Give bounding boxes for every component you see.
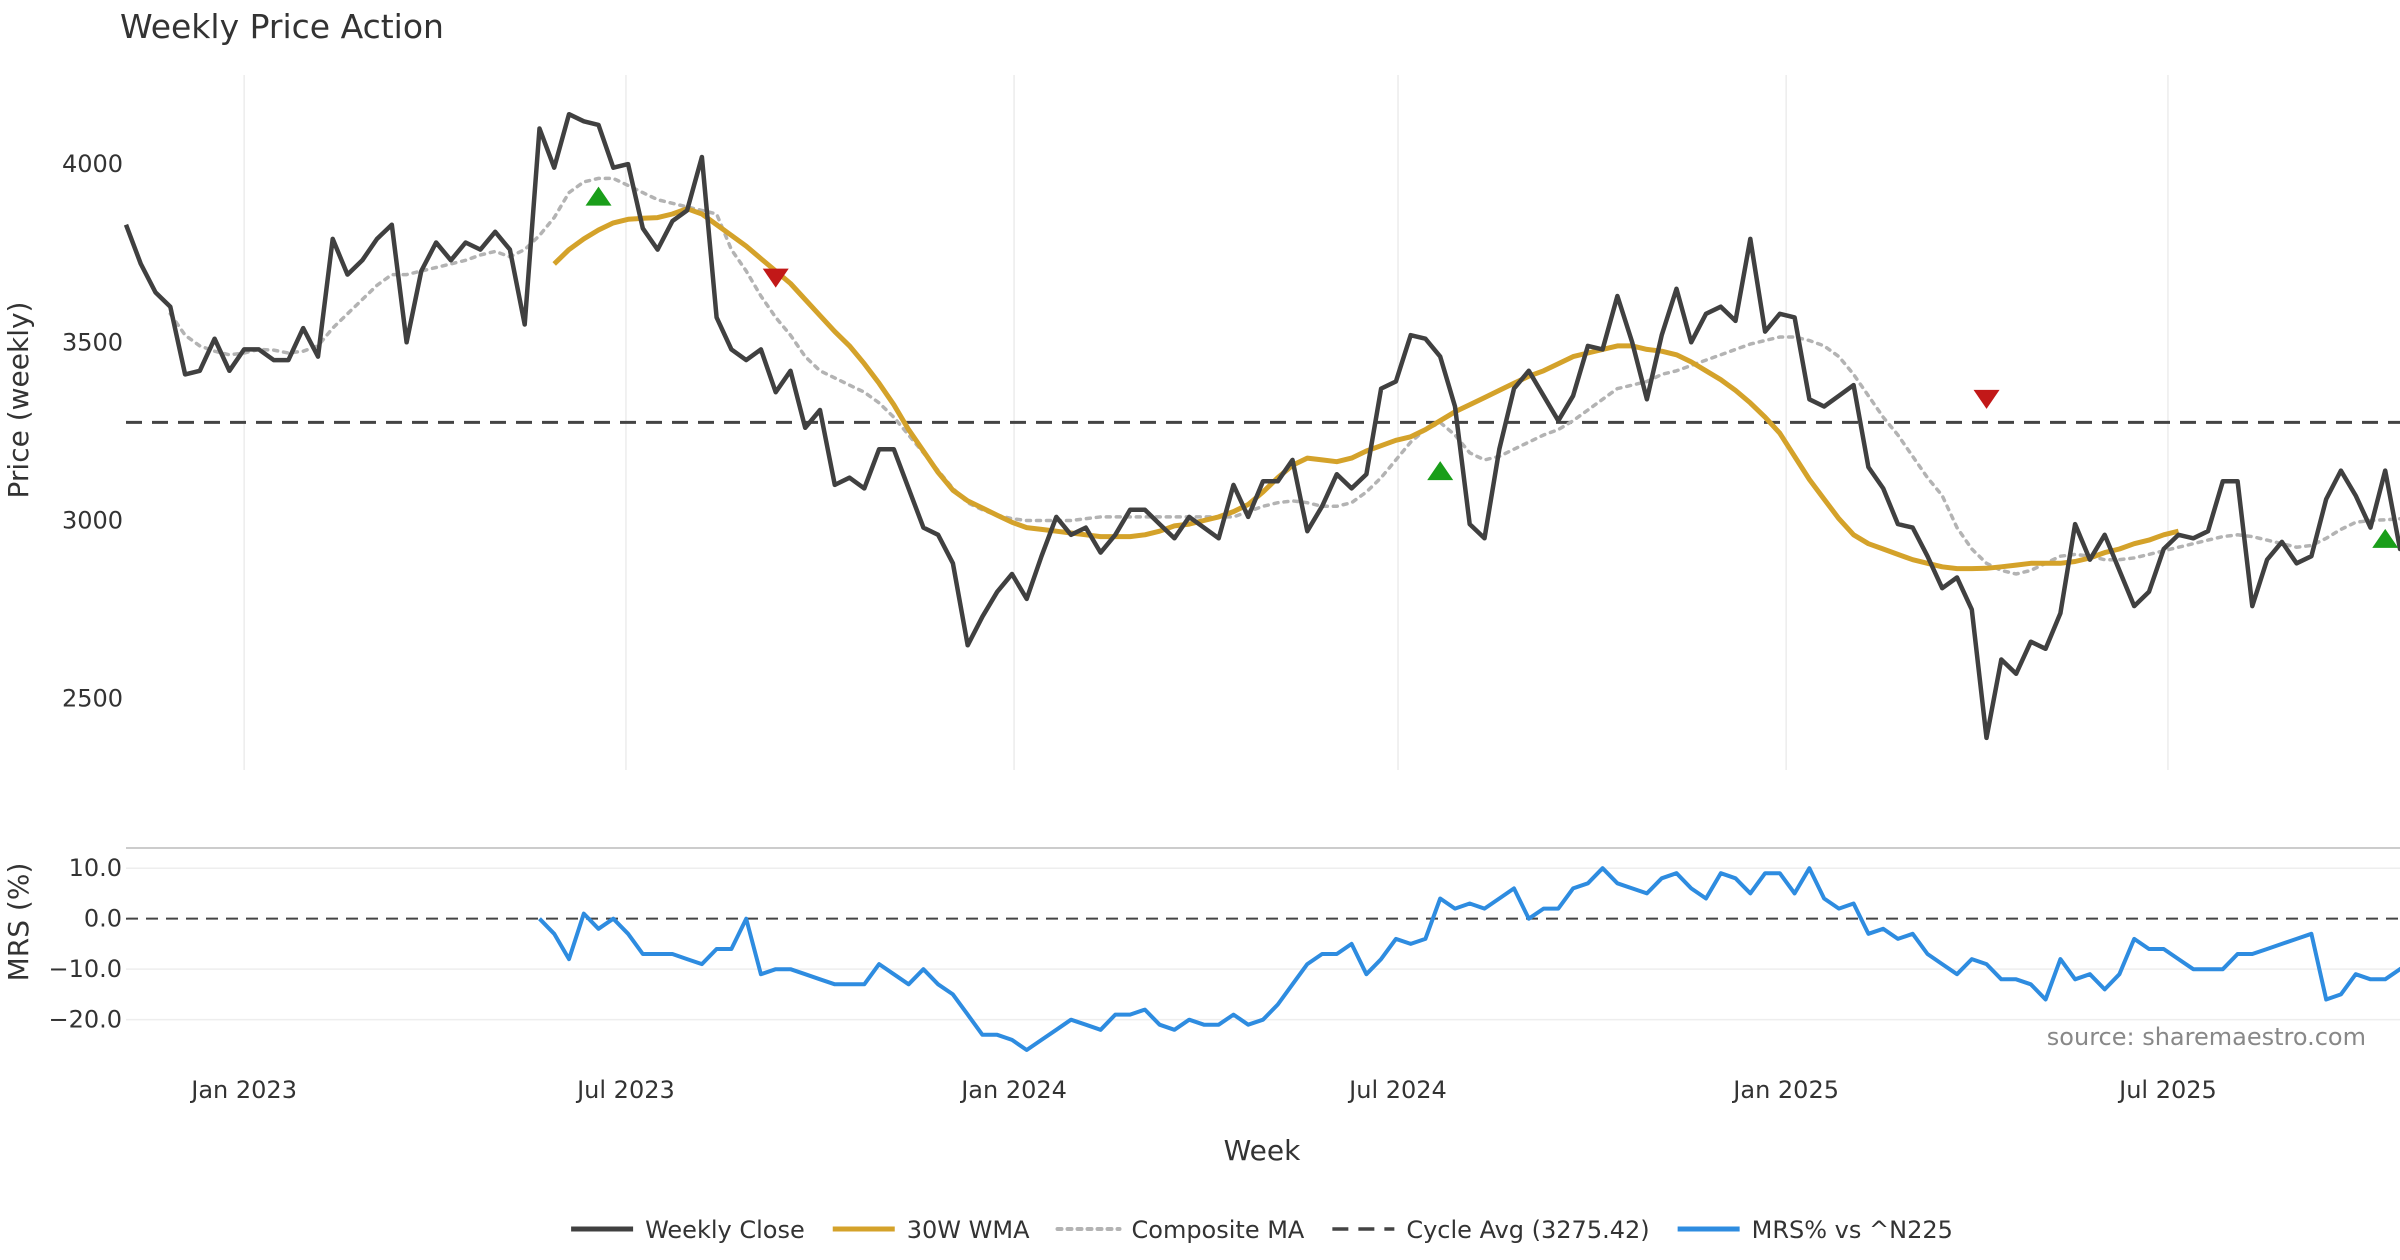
signal-markers [585, 186, 2399, 548]
x-tick-label: Jan 2024 [959, 1076, 1067, 1104]
price-y-tick-label: 4000 [62, 150, 123, 178]
buy-signal-marker [2372, 528, 2399, 548]
legend-label: Composite MA [1132, 1216, 1305, 1244]
price-y-axis: 2500 3000 3500 4000 [62, 150, 123, 713]
x-tick-label: Jul 2023 [575, 1076, 675, 1104]
mrs-grid [126, 867, 2400, 1021]
mrs-y-tick-label: 10.0 [69, 854, 122, 882]
source-label: source: sharemaestro.com [2047, 1023, 2366, 1051]
x-axis: Jan 2023 Jul 2023 Jan 2024 Jul 2024 Jan 2025… [189, 1076, 2217, 1104]
sell-signal-marker [1973, 389, 2000, 409]
x-axis-title: Week [1224, 1134, 1301, 1167]
series-mrs [538, 866, 2400, 1052]
x-tick-label: Jul 2024 [1347, 1076, 1447, 1104]
mrs-y-axis: 10.0 0.0 −10.0 −20.0 [48, 854, 122, 1033]
series-composite-ma [168, 176, 2400, 576]
legend-label: 30W WMA [907, 1216, 1030, 1244]
sell-signal-marker [762, 268, 789, 288]
chart-title: Weekly Price Action [120, 7, 444, 46]
legend-item: Weekly Close [571, 1216, 805, 1244]
mrs-y-tick-label: 0.0 [84, 905, 122, 933]
legend-label: MRS% vs ^N225 [1752, 1216, 1953, 1244]
series-weekly-close [123, 111, 2400, 741]
mrs-y-axis-title: MRS (%) [2, 863, 35, 982]
mrs-y-tick-label: −20.0 [48, 1006, 122, 1034]
buy-signal-marker [1427, 461, 1454, 481]
series-30w-wma [552, 206, 2180, 572]
legend-label: Weekly Close [645, 1216, 805, 1244]
legend-item: MRS% vs ^N225 [1677, 1216, 1953, 1244]
legend-item: 30W WMA [832, 1216, 1030, 1244]
price-y-tick-label: 2500 [62, 685, 123, 713]
x-tick-label: Jan 2025 [1731, 1076, 1839, 1104]
legend-item: Composite MA [1055, 1216, 1305, 1244]
buy-signal-marker [585, 186, 612, 206]
price-y-tick-label: 3500 [62, 328, 123, 356]
legend-item: Cycle Avg (3275.42) [1332, 1216, 1650, 1244]
legend-label: Cycle Avg (3275.42) [1406, 1216, 1649, 1244]
x-tick-label: Jul 2025 [2117, 1076, 2217, 1104]
price-y-axis-title: Price (weekly) [2, 302, 35, 499]
mrs-y-tick-label: −10.0 [48, 955, 122, 983]
legend: Weekly Close 30W WMA Composite MA Cycle Avg… [571, 1216, 1953, 1244]
price-y-tick-label: 3000 [62, 507, 123, 535]
x-tick-label: Jan 2023 [189, 1076, 297, 1104]
